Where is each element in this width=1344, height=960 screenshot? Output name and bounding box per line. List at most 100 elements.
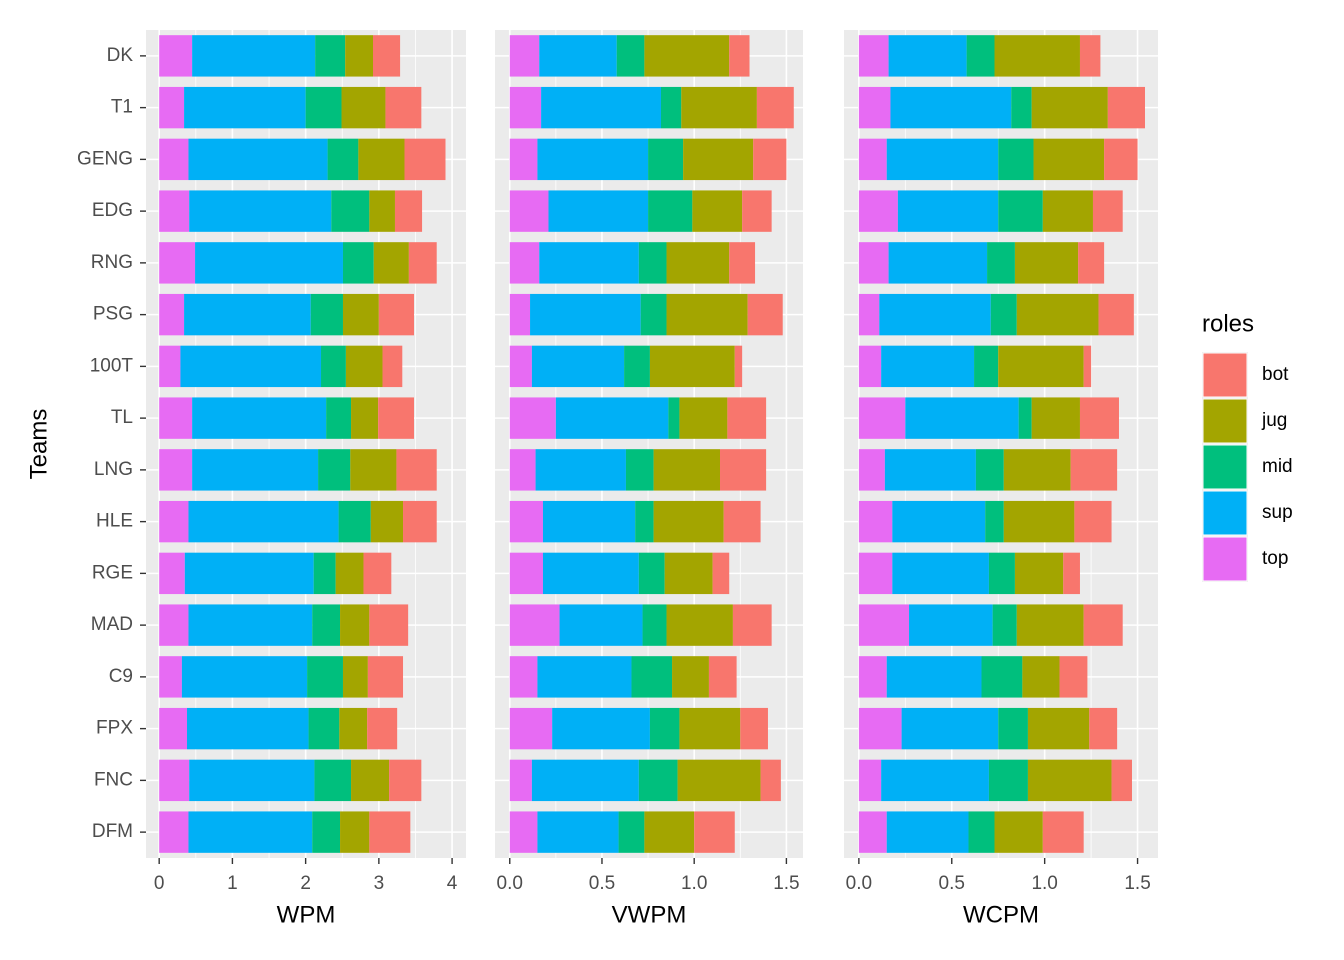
bar-segment <box>708 656 737 698</box>
bar-segment <box>1079 35 1101 77</box>
bar-segment <box>188 811 313 853</box>
y-tick-label: RNG <box>91 252 133 273</box>
bar-segment <box>858 656 887 698</box>
bar-segment <box>159 604 189 646</box>
bar-segment <box>990 293 1017 336</box>
bar-segment <box>858 242 889 284</box>
bar-segment <box>509 138 538 181</box>
y-tick-label: LNG <box>94 459 133 480</box>
bar-segment <box>998 707 1028 750</box>
bar-segment <box>624 345 650 388</box>
bar-segment <box>351 759 390 802</box>
bar-segment <box>760 759 781 802</box>
x-tick-label: 0.5 <box>939 873 965 894</box>
legend-label: top <box>1262 548 1288 569</box>
bar-segment <box>340 811 370 853</box>
x-axis-title: WPM <box>277 901 336 928</box>
bar-segment <box>858 35 889 77</box>
bar-segment <box>530 293 641 336</box>
bar-segment <box>184 86 306 129</box>
bar-segment <box>1104 138 1138 181</box>
y-tick-label: GENG <box>77 148 133 169</box>
bar-segment <box>888 35 967 77</box>
bar-segment <box>542 500 636 543</box>
bar-segment <box>159 449 193 491</box>
bar-segment <box>618 811 645 853</box>
bar-segment <box>539 242 639 284</box>
bar-segment <box>1003 449 1071 491</box>
bar-segment <box>985 500 1004 543</box>
bar-segment <box>994 35 1080 77</box>
bar-segment <box>1016 604 1084 646</box>
bar-segment <box>339 707 368 750</box>
bar-segment <box>653 449 721 491</box>
x-tick-label: 0.0 <box>846 873 872 894</box>
x-tick-label: 2 <box>300 873 311 894</box>
bar-segment <box>542 552 639 595</box>
bar-segment <box>159 190 190 232</box>
y-tick-label: T1 <box>111 97 133 118</box>
bar-segment <box>644 35 730 77</box>
bar-segment <box>187 707 309 750</box>
bar-segment <box>858 86 891 129</box>
bar-segment <box>408 242 437 284</box>
legend-label: sup <box>1262 502 1293 523</box>
bar-segment <box>367 656 404 698</box>
bar-segment <box>1111 759 1132 802</box>
bar-segment <box>535 449 626 491</box>
y-tick-label: EDG <box>92 200 133 221</box>
bar-segment <box>159 811 189 853</box>
bar-segment <box>694 811 735 853</box>
bar-segment <box>1083 604 1123 646</box>
y-tick-label: TL <box>111 407 133 428</box>
y-tick-label: DK <box>107 45 134 66</box>
bar-segment <box>638 242 667 284</box>
bar-segment <box>858 759 882 802</box>
bar-segment <box>1078 242 1105 284</box>
bar-segment <box>509 397 556 439</box>
x-tick-label: 0.0 <box>497 873 523 894</box>
bar-segment <box>552 707 650 750</box>
bar-segment <box>901 707 999 750</box>
bar-segment <box>981 656 1023 698</box>
legend-label: mid <box>1262 456 1293 477</box>
bar-segment <box>321 345 346 388</box>
bar-segment <box>509 811 538 853</box>
bar-segment <box>159 707 188 750</box>
y-tick-label: MAD <box>91 614 133 635</box>
bar-segment <box>1018 397 1032 439</box>
bar-segment <box>312 811 341 853</box>
bar-segment <box>692 190 743 232</box>
bar-segment <box>1079 397 1119 439</box>
bar-segment <box>988 552 1015 595</box>
bar-segment <box>159 552 185 595</box>
bar-segment <box>666 604 733 646</box>
bar-segment <box>351 397 379 439</box>
bar-segment <box>159 397 193 439</box>
bar-segment <box>729 35 750 77</box>
bar-segment <box>635 500 654 543</box>
bar-segment <box>509 759 532 802</box>
bar-segment <box>1014 242 1079 284</box>
bar-segment <box>404 138 446 181</box>
bar-segment <box>509 707 553 750</box>
bar-segment <box>642 604 667 646</box>
bar-segment <box>192 397 327 439</box>
bar-segment <box>881 759 989 802</box>
bar-segment <box>358 138 405 181</box>
bar-segment <box>559 604 643 646</box>
bar-segment <box>159 86 185 129</box>
legend-title: roles <box>1202 310 1254 337</box>
bar-segment <box>994 811 1043 853</box>
bar-segment <box>389 759 422 802</box>
bar-segment <box>998 345 1084 388</box>
bar-segment <box>342 656 368 698</box>
bar-segment <box>341 86 386 129</box>
bar-segment <box>1089 707 1118 750</box>
bar-segment <box>858 707 902 750</box>
bar-segment <box>1083 345 1092 388</box>
bar-segment <box>909 604 993 646</box>
x-tick-label: 4 <box>447 873 458 894</box>
bar-segment <box>987 242 1015 284</box>
bar-segment <box>886 811 969 853</box>
